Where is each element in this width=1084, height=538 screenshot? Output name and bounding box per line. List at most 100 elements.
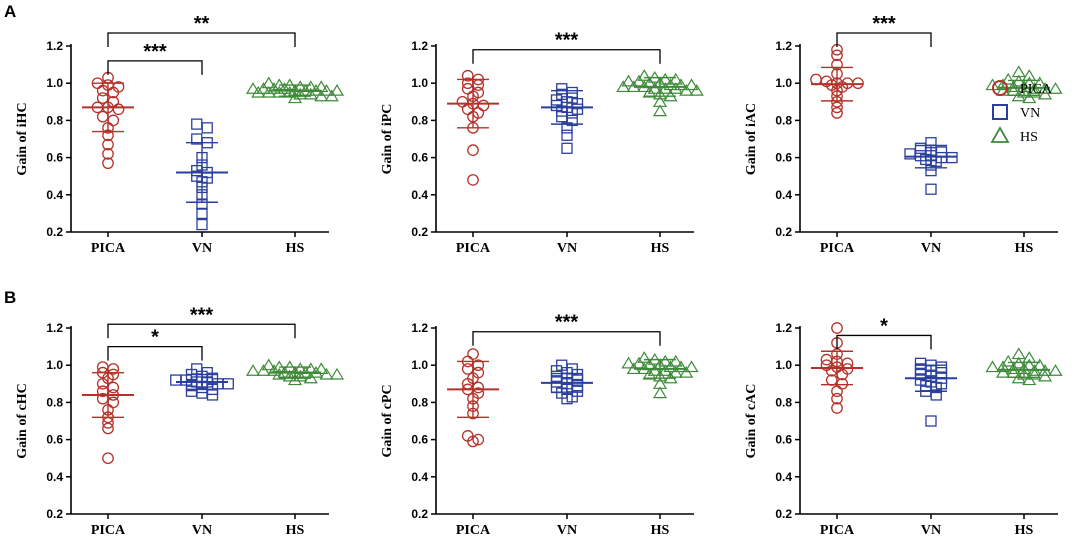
y-tick-label: 1.2 <box>46 321 63 335</box>
legend-item-pica: PICA <box>992 80 1053 97</box>
series-vn <box>541 83 593 154</box>
y-tick-label: 0.6 <box>775 151 792 165</box>
data-point <box>261 85 276 98</box>
x-tick-label: HS <box>286 523 305 538</box>
data-point <box>293 369 308 382</box>
panel-label-b: B <box>4 288 16 307</box>
y-tick-label: 0.2 <box>46 225 63 239</box>
x-tick-label: VN <box>192 523 212 538</box>
data-point <box>652 369 668 382</box>
significance-label: *** <box>143 41 167 63</box>
y-tick-label: 1.0 <box>46 76 63 90</box>
data-point <box>668 82 683 94</box>
data-point <box>689 83 704 96</box>
legend-label: PICA <box>1020 82 1053 97</box>
data-point <box>925 183 937 195</box>
data-point <box>631 356 647 369</box>
data-point <box>1027 367 1042 380</box>
data-point <box>1016 85 1032 98</box>
y-tick-label: 0.8 <box>411 395 428 409</box>
y-tick-label: 0.6 <box>411 151 428 165</box>
legend-marker <box>992 104 1008 120</box>
data-point <box>1001 354 1016 367</box>
y-axis-label: Gain of iAC <box>744 103 759 175</box>
data-point <box>673 360 689 373</box>
y-tick-label: 0.6 <box>411 433 428 447</box>
y-tick-label: 1.0 <box>411 358 428 372</box>
data-point <box>831 322 843 334</box>
y-tick-label: 0.2 <box>411 225 428 239</box>
significance-bracket <box>107 323 296 339</box>
series-pica <box>82 71 134 170</box>
data-point <box>831 402 843 414</box>
data-point <box>282 85 297 98</box>
x-tick-label: HS <box>1015 241 1034 256</box>
data-point <box>102 148 114 160</box>
data-point <box>266 364 282 376</box>
significance-bracket <box>472 331 661 346</box>
y-tick-label: 1.0 <box>775 76 792 90</box>
data-point <box>831 107 843 119</box>
legend-marker <box>990 126 1010 143</box>
y-tick-label: 0.2 <box>46 507 63 521</box>
y-tick-label: 0.8 <box>46 113 63 127</box>
data-point <box>256 364 271 376</box>
y-tick-label: 0.8 <box>411 113 428 127</box>
x-tick-label: PICA <box>456 241 491 256</box>
y-tick-label: 1.2 <box>775 321 792 335</box>
data-point <box>277 82 292 94</box>
data-point <box>261 358 276 371</box>
data-point <box>196 207 208 220</box>
x-tick-label: HS <box>1015 523 1034 538</box>
data-point <box>96 92 109 104</box>
chart-panel: 0.2 0.4 0.6 0.8 1.0 1.2 PICA VN HS Gain of iPC *** <box>380 30 704 256</box>
data-point <box>679 83 694 96</box>
data-point <box>287 373 303 386</box>
y-tick-label: 0.4 <box>775 470 792 484</box>
series-pica <box>447 348 499 448</box>
y-tick-label: 0.6 <box>775 433 792 447</box>
data-point <box>684 360 699 373</box>
legend-item-hs: HS <box>990 126 1038 145</box>
data-point <box>196 218 208 231</box>
x-tick-label: VN <box>557 523 577 538</box>
series-hs <box>245 76 345 104</box>
data-point <box>303 87 318 100</box>
data-point <box>925 415 937 427</box>
data-point <box>652 87 668 100</box>
series-pica <box>82 361 134 465</box>
significance-bracket <box>107 60 203 75</box>
data-point <box>472 433 485 446</box>
data-point <box>329 83 345 96</box>
data-point <box>107 396 120 409</box>
x-tick-label: PICA <box>456 523 491 538</box>
data-point <box>191 118 203 130</box>
y-tick-label: 0.4 <box>411 188 428 202</box>
data-point <box>930 389 942 401</box>
data-point <box>831 392 843 405</box>
data-point <box>477 99 490 112</box>
data-point <box>272 367 287 380</box>
data-point <box>329 367 345 380</box>
x-tick-label: PICA <box>820 241 855 256</box>
data-point <box>467 435 479 448</box>
data-point <box>621 74 636 87</box>
data-point <box>652 104 668 117</box>
y-axis-label: Gain of cPC <box>380 384 395 457</box>
data-point <box>668 365 683 378</box>
data-point <box>684 78 699 91</box>
series-pica <box>810 43 864 119</box>
y-tick-label: 0.8 <box>775 113 792 127</box>
data-point <box>561 393 573 405</box>
data-point <box>631 74 647 87</box>
data-point <box>293 87 308 100</box>
data-point <box>1027 85 1042 98</box>
data-point <box>222 378 234 390</box>
series-vn <box>905 357 957 427</box>
significance-label: * <box>151 327 159 349</box>
data-point <box>314 89 329 102</box>
x-tick-label: VN <box>192 241 212 256</box>
y-tick-label: 0.8 <box>775 395 792 409</box>
